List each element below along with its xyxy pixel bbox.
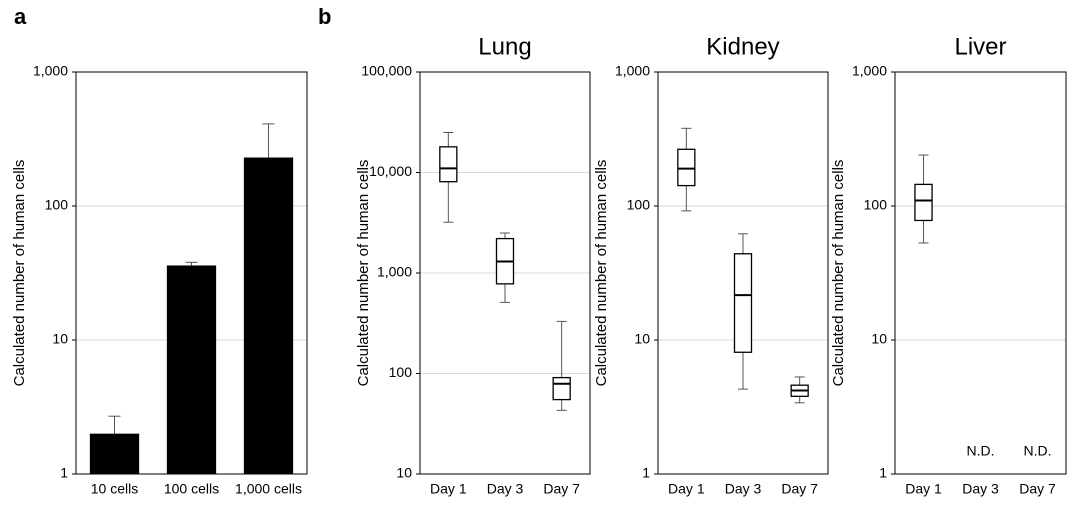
chart-title: Liver [954, 33, 1006, 60]
box [677, 148, 696, 187]
y-tick-label: 10 [396, 465, 412, 481]
y-tick-label: 1,000 [615, 63, 650, 79]
annotation: N.D. [1024, 443, 1052, 459]
y-axis-label: Calculated number of human cells [355, 160, 372, 387]
y-tick-label: 1,000 [377, 264, 412, 280]
y-tick-label: 1 [879, 465, 887, 481]
x-tick-label: 10 cells [91, 481, 138, 497]
box [439, 146, 458, 183]
panel-label: a [14, 4, 27, 29]
bar [166, 265, 217, 474]
box [552, 376, 571, 401]
x-tick-label: 1,000 cells [235, 481, 302, 497]
y-axis-label: Calculated number of human cells [830, 160, 847, 387]
bar [89, 433, 140, 474]
box [733, 253, 753, 353]
x-tick-label: Day 7 [781, 481, 818, 497]
y-axis-label: Calculated number of human cells [593, 160, 610, 387]
y-tick-label: 100 [864, 197, 888, 213]
chart-title: Lung [478, 33, 531, 60]
y-tick-label: 100 [45, 197, 69, 213]
y-tick-label: 10 [634, 331, 650, 347]
x-tick-label: Day 1 [430, 481, 467, 497]
panel-label: b [318, 4, 331, 29]
bar [243, 157, 294, 474]
plot-frame [419, 71, 591, 475]
plot-frame [894, 71, 1067, 475]
x-tick-label: Day 7 [1019, 481, 1056, 497]
y-tick-label: 10 [52, 331, 68, 347]
y-tick-label: 1,000 [33, 63, 68, 79]
x-tick-label: Day 3 [725, 481, 762, 497]
y-axis-label: Calculated number of human cells [11, 160, 28, 387]
y-tick-label: 1,000 [852, 63, 887, 79]
box [914, 183, 933, 222]
x-tick-label: Day 3 [962, 481, 999, 497]
plot-frame [75, 71, 308, 475]
y-tick-label: 10,000 [369, 163, 412, 179]
x-tick-label: Day 7 [543, 481, 580, 497]
y-tick-label: 100,000 [361, 63, 412, 79]
x-tick-label: Day 3 [487, 481, 524, 497]
chart-title: Kidney [706, 33, 779, 60]
y-tick-label: 100 [627, 197, 651, 213]
x-tick-label: Day 1 [668, 481, 705, 497]
y-tick-label: 1 [60, 465, 68, 481]
x-tick-label: 100 cells [164, 481, 219, 497]
y-tick-label: 10 [871, 331, 887, 347]
annotation: N.D. [967, 443, 995, 459]
y-tick-label: 1 [642, 465, 650, 481]
y-tick-label: 100 [389, 364, 413, 380]
x-tick-label: Day 1 [905, 481, 942, 497]
plot-frame [657, 71, 829, 475]
